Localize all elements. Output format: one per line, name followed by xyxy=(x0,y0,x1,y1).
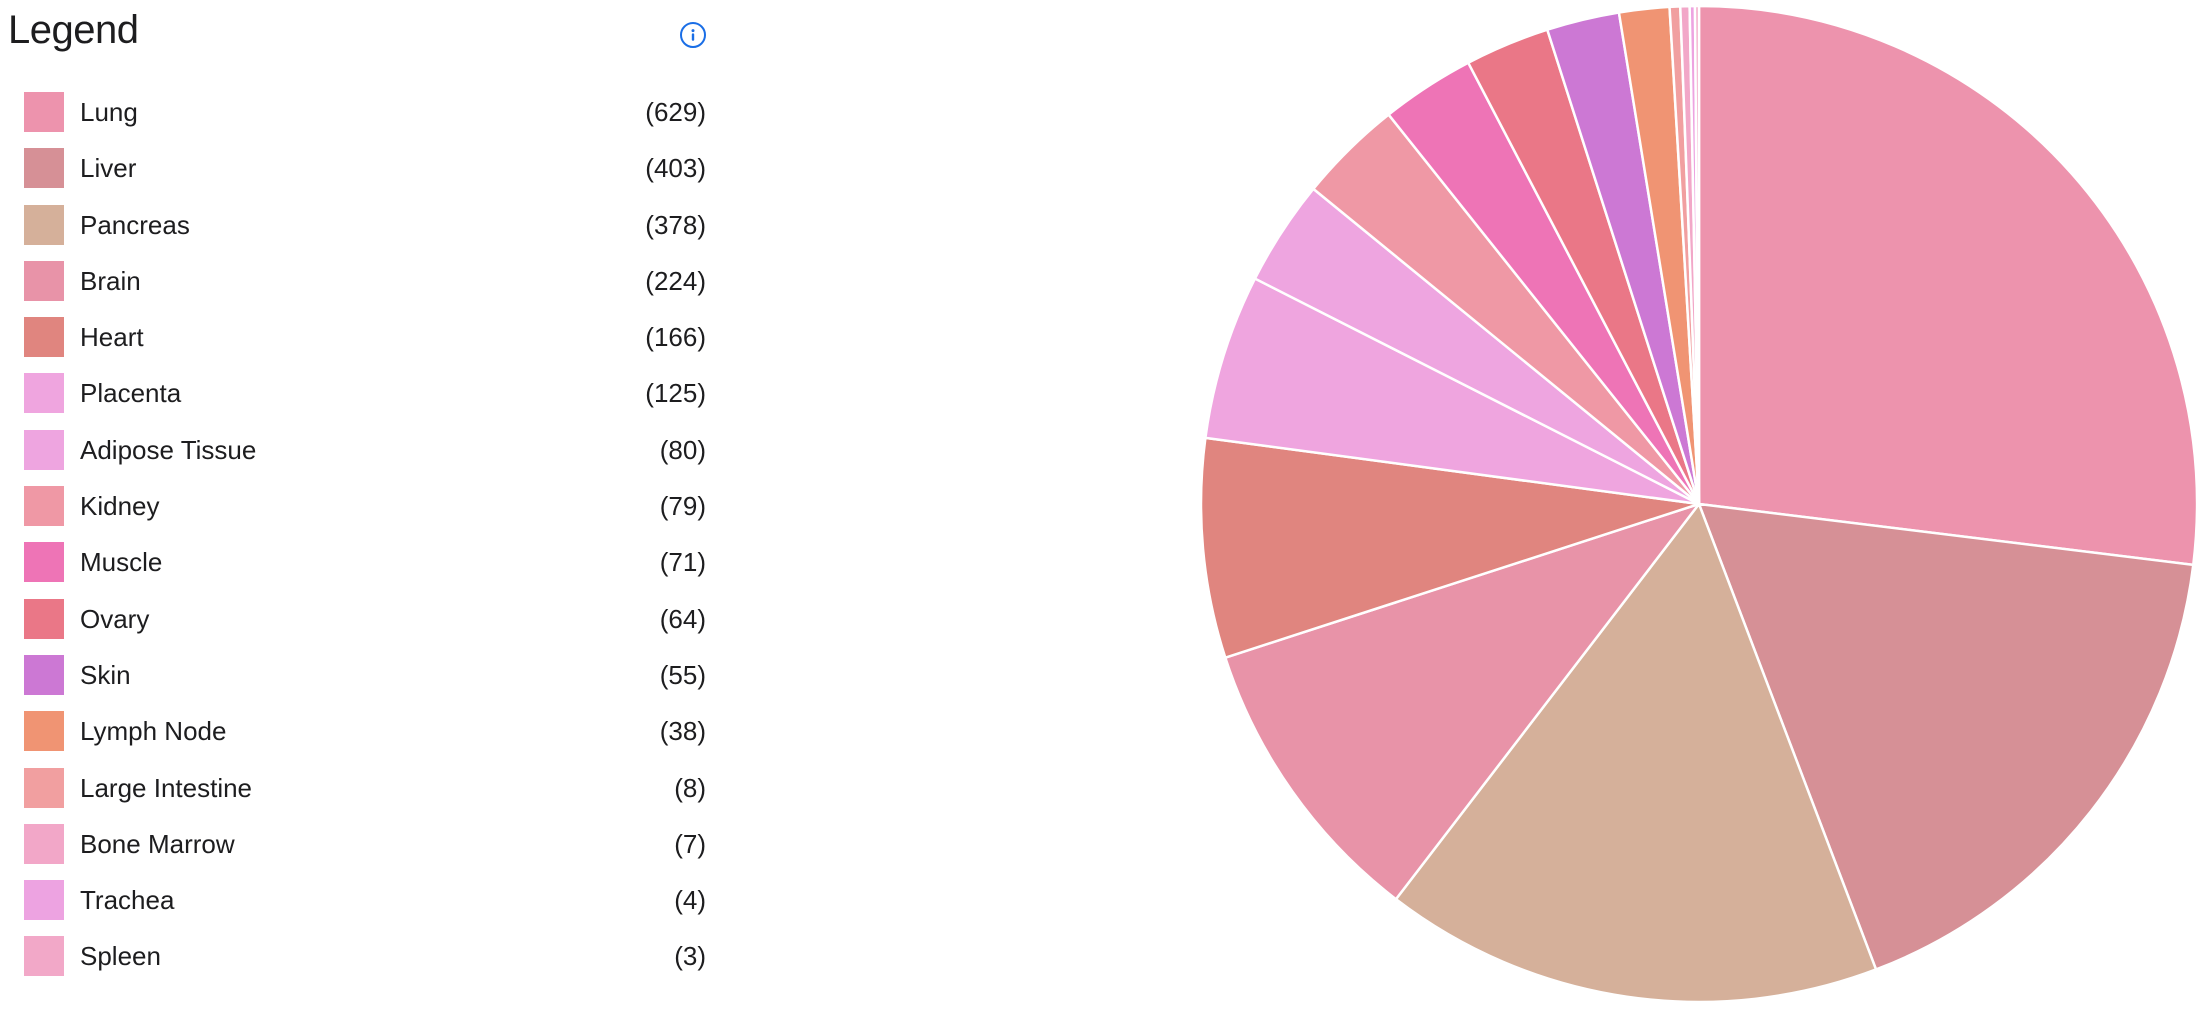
legend-item[interactable]: Bone Marrow (7) xyxy=(0,823,720,880)
pie-slice-placenta[interactable] xyxy=(1204,277,1701,506)
legend-swatch xyxy=(24,92,64,132)
legend-swatch xyxy=(24,880,64,921)
legend-item[interactable]: Spleen (3) xyxy=(0,936,720,992)
legend-swatch xyxy=(24,204,64,245)
legend-swatch xyxy=(24,317,64,358)
legend-item-count: (8) xyxy=(674,772,706,803)
legend-item[interactable]: Ovary (64) xyxy=(0,598,720,655)
legend-item-count: (403) xyxy=(645,153,706,184)
legend-item-label: Spleen xyxy=(80,941,161,972)
legend-item[interactable]: Pancreas (378) xyxy=(0,204,720,261)
legend-swatch xyxy=(24,598,64,639)
legend-swatch xyxy=(24,429,64,470)
legend-item-label: Trachea xyxy=(80,885,175,916)
legend-item-label: Liver xyxy=(80,153,137,184)
legend-item-label: Muscle xyxy=(80,547,163,578)
legend-item-label: Ovary xyxy=(80,603,150,634)
legend-item-label: Lymph Node xyxy=(80,716,227,747)
legend-item[interactable]: Trachea (4) xyxy=(0,880,720,936)
legend-item[interactable]: Heart (166) xyxy=(0,317,720,373)
legend-item-count: (166) xyxy=(645,322,706,353)
pie-slice-pancreas[interactable] xyxy=(1394,502,1878,1004)
legend-item-count: (125) xyxy=(645,378,706,409)
legend-item-label: Large Intestine xyxy=(80,772,253,803)
legend-item-count: (3) xyxy=(674,941,706,972)
legend-swatch xyxy=(24,823,64,864)
pie-slice-heart[interactable] xyxy=(1199,436,1701,659)
legend-item-label: Placenta xyxy=(80,378,182,409)
legend-title: Legend xyxy=(8,8,139,52)
legend-item-label: Lung xyxy=(80,97,138,127)
legend-item[interactable]: Liver (403) xyxy=(0,148,720,204)
legend-item-label: Pancreas xyxy=(80,209,190,240)
legend-swatch xyxy=(24,767,64,808)
legend-item-label: Skin xyxy=(80,659,131,690)
info-glyph xyxy=(691,29,695,41)
legend-item-count: (79) xyxy=(659,491,706,522)
legend-swatch xyxy=(24,711,64,752)
legend-item-count: (38) xyxy=(659,716,706,747)
legend-item[interactable]: Lymph Node (38) xyxy=(0,711,720,767)
legend-item-count: (4) xyxy=(674,885,706,916)
legend-item-count: (7) xyxy=(674,828,706,859)
legend-item[interactable]: Adipose Tissue (80) xyxy=(0,429,720,486)
legend-item[interactable]: Muscle (71) xyxy=(0,542,720,598)
legend-item-count: (64) xyxy=(659,603,706,634)
pie-slice-spleen[interactable] xyxy=(1693,4,1701,506)
legend-swatch xyxy=(24,486,64,527)
legend-item-label: Heart xyxy=(80,322,144,353)
legend-item-count: (55) xyxy=(659,659,706,690)
legend-item[interactable]: Brain (224) xyxy=(0,260,720,317)
legend-item-count: (80) xyxy=(659,434,706,465)
legend-item[interactable]: Large Intestine (8) xyxy=(0,767,720,824)
legend-swatch xyxy=(24,373,64,414)
legend-swatch xyxy=(24,148,64,189)
legend-item[interactable]: Skin (55) xyxy=(0,654,720,711)
legend-swatch xyxy=(24,654,64,695)
legend-item-count: (629) xyxy=(645,97,706,127)
legend-swatch xyxy=(24,542,64,583)
legend-item-count: (378) xyxy=(645,209,706,240)
legend-item-label: Kidney xyxy=(80,491,160,522)
pie-slice-liver[interactable] xyxy=(1697,502,2195,971)
legend-item-label: Brain xyxy=(80,265,141,296)
legend-item-label: Adipose Tissue xyxy=(80,434,257,465)
legend-swatch xyxy=(24,260,64,301)
legend-swatch xyxy=(24,936,64,977)
legend-item-label: Bone Marrow xyxy=(80,828,235,859)
legend-item[interactable]: Lung (629) xyxy=(0,92,720,148)
legend-item[interactable]: Placenta (125) xyxy=(0,373,720,429)
pie-chart-container xyxy=(1180,0,2208,1012)
legend-list: Lung (629) Liver (403) Pancreas (378) Brain (22… xyxy=(0,92,720,993)
pie-slice-lung[interactable] xyxy=(1697,4,2199,567)
pie-chart xyxy=(1199,4,2199,1004)
legend-panel: Legend Lung (629) Liver (403) Pancreas (378) B… xyxy=(0,0,720,1012)
pie-slice-brain[interactable] xyxy=(1224,502,1701,901)
info-icon[interactable] xyxy=(680,22,706,48)
legend-item-count: (71) xyxy=(659,547,706,578)
legend-item[interactable]: Kidney (79) xyxy=(0,486,720,542)
legend-item-count: (224) xyxy=(645,265,706,296)
